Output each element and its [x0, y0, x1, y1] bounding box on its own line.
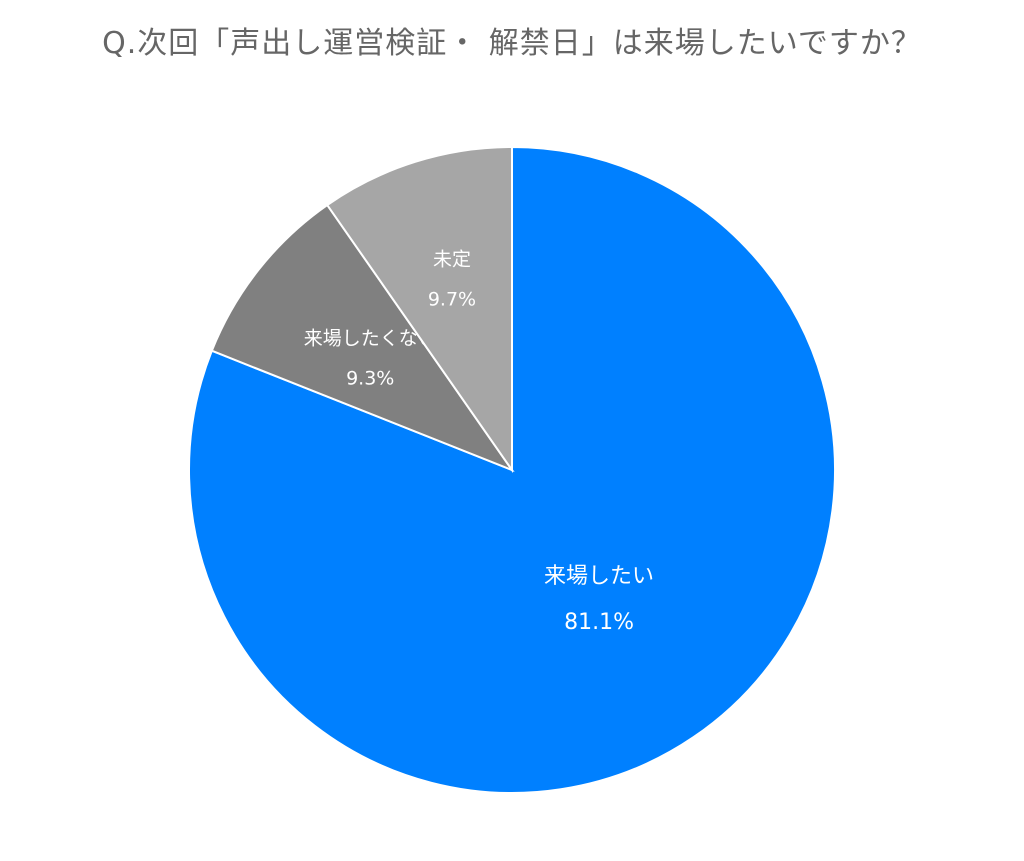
slice-value-label: 9.3% — [346, 367, 394, 389]
slice-value-label: 81.1% — [564, 610, 634, 635]
slice-value-label: 9.7% — [428, 289, 476, 311]
slice-label: 未定 — [433, 249, 471, 271]
slice-label: 来場したい — [544, 564, 654, 589]
pie-slice-2 — [210, 203, 515, 473]
chart-title: Q.次回「声出し運営検証・ 解禁日」は来場したいですか？ — [102, 26, 922, 61]
slice-label: 来場したくない — [304, 327, 437, 349]
pie-slice-3 — [325, 145, 513, 474]
